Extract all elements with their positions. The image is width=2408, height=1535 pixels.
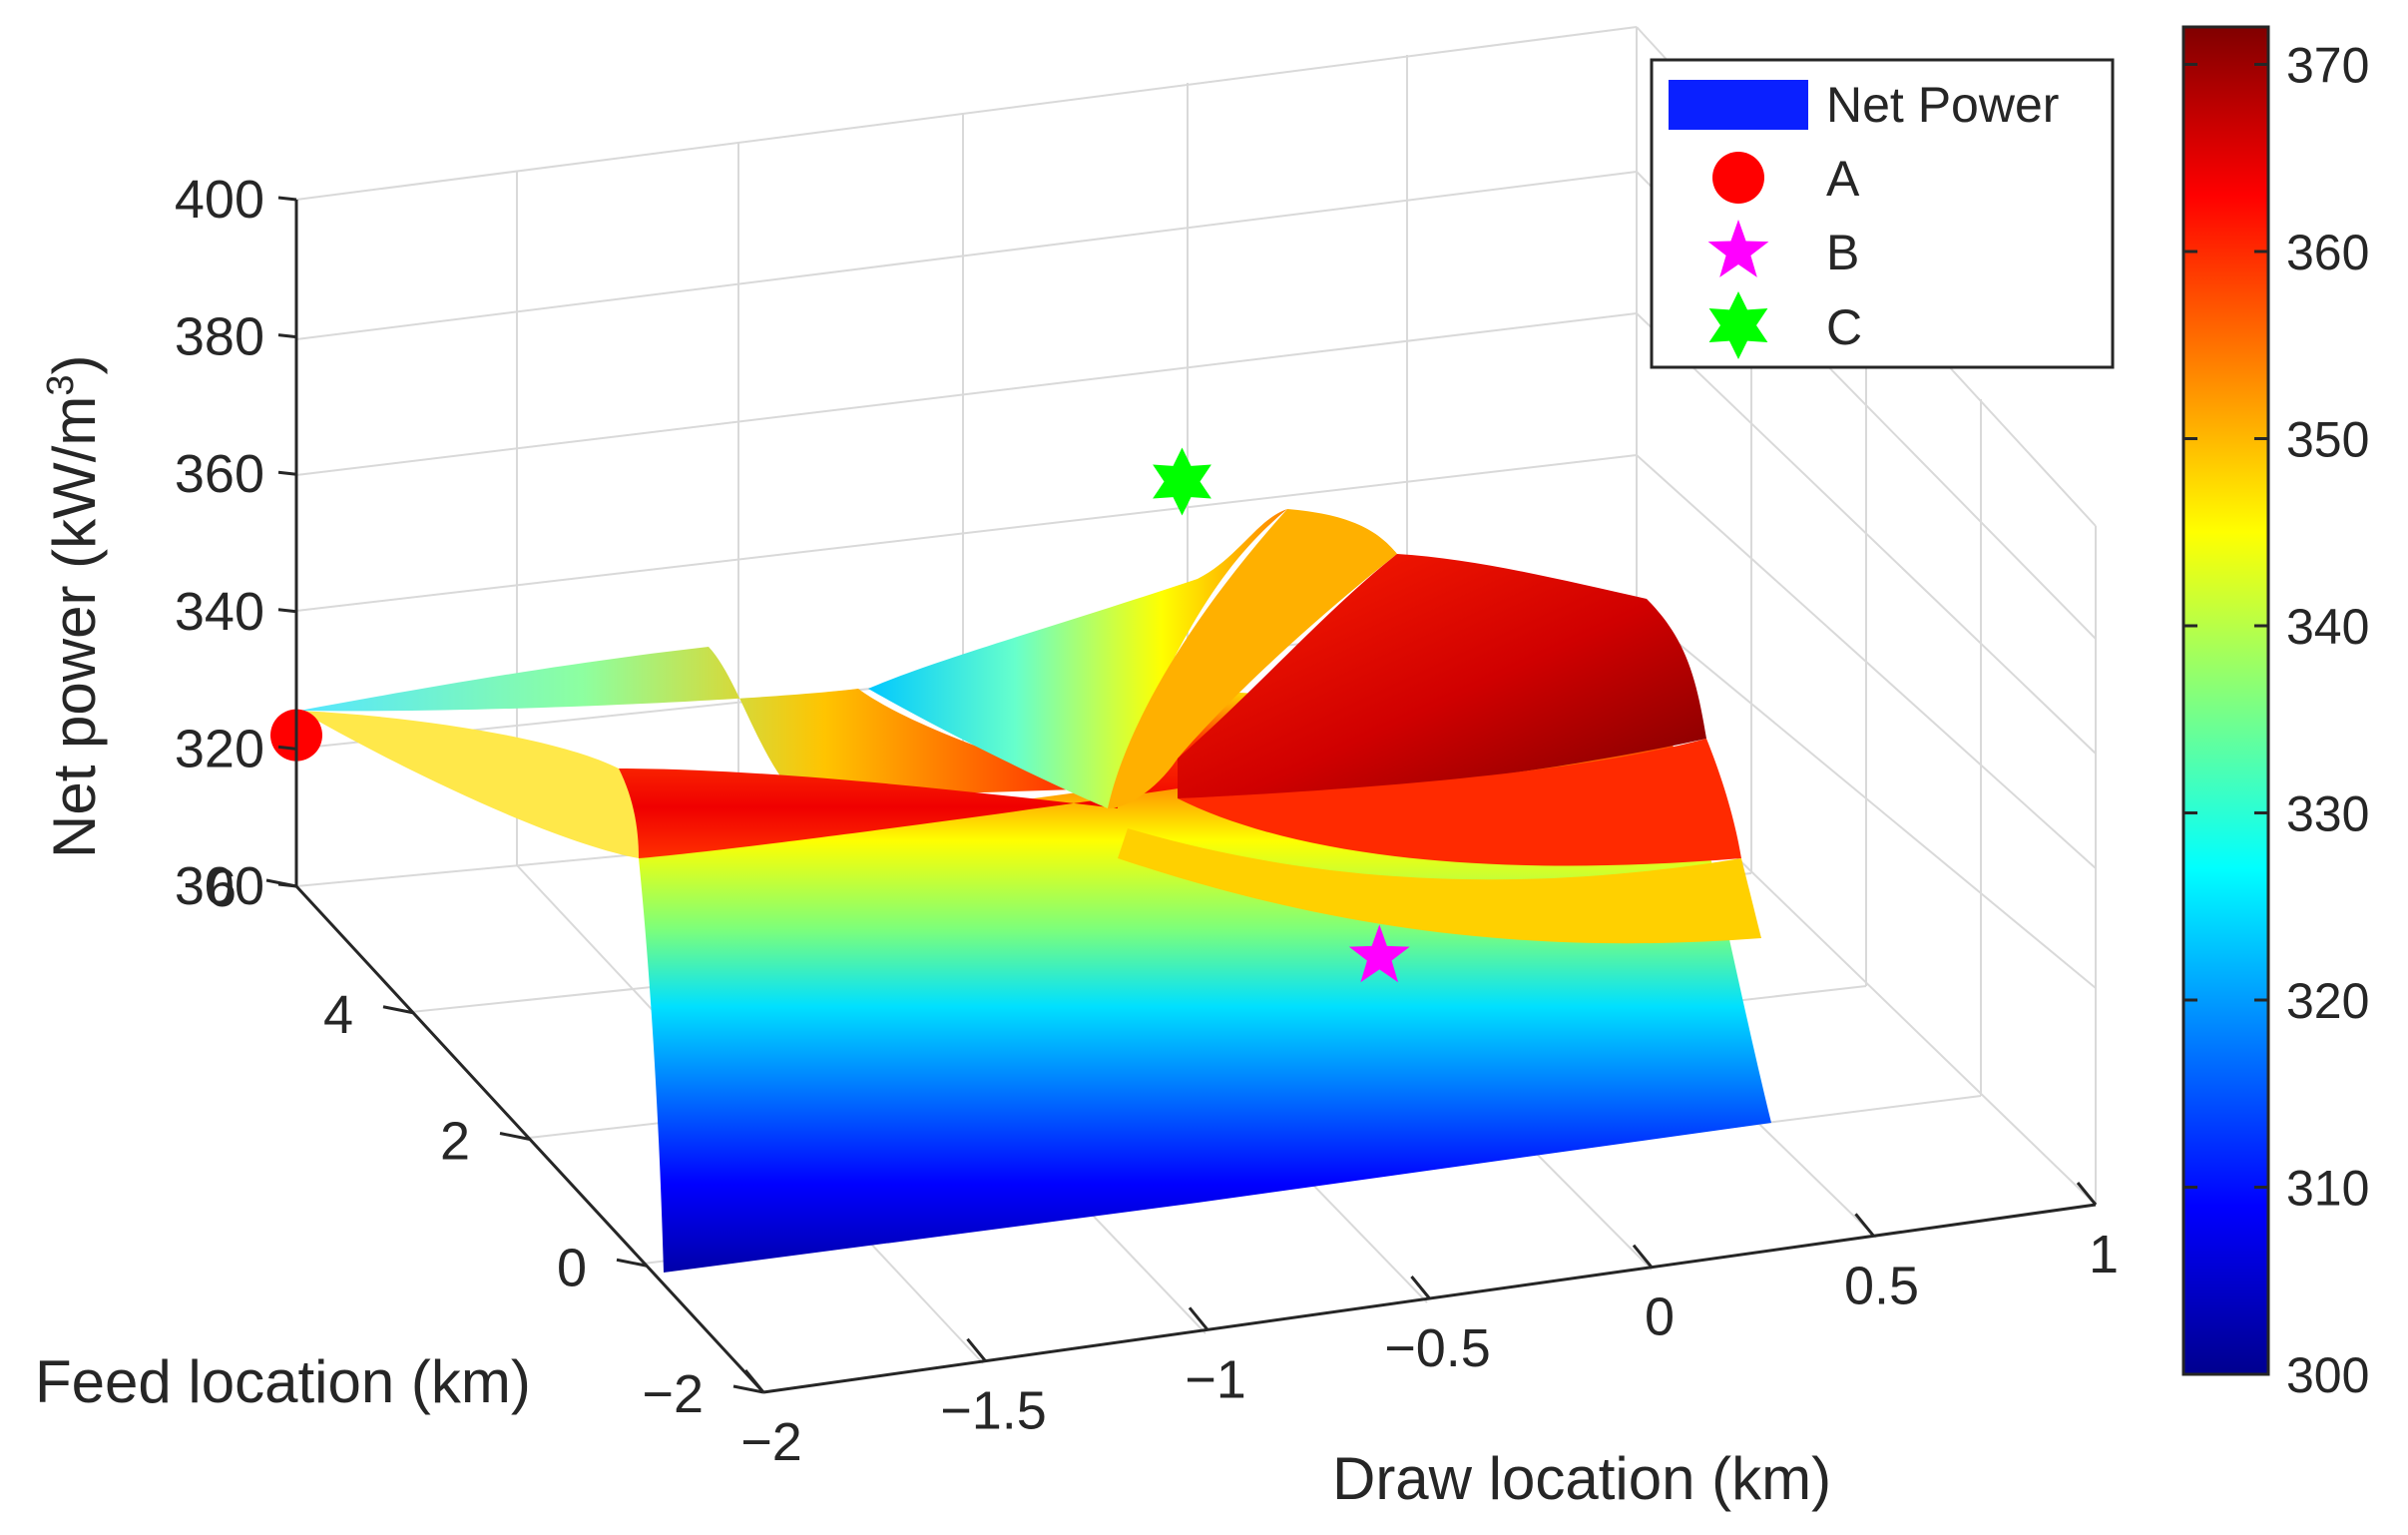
colorbar-tick-label: 330 <box>2286 786 2369 842</box>
colorbar-tick-label: 340 <box>2286 599 2369 655</box>
z-tick-mark <box>277 745 297 751</box>
x-tick-label: −0.5 <box>1384 1318 1491 1378</box>
y-tick-label: 2 <box>440 1112 470 1172</box>
z-tick-mark <box>277 470 297 476</box>
legend: Net Power A B C <box>1650 58 2115 369</box>
z-axis-label-main: Net power (kW/m <box>41 396 108 858</box>
x-tick-mark <box>966 1337 987 1362</box>
net-power-surface <box>299 509 1771 1273</box>
z-tick-label: 400 <box>175 170 264 230</box>
colorbar-tick-label: 350 <box>2286 412 2369 468</box>
y-tick-mark <box>732 1384 764 1394</box>
colorbar-ticks: 300 310 320 330 340 350 360 370 <box>2183 38 2369 1403</box>
z-tick-mark <box>277 608 297 614</box>
colorbar-tick-label: 370 <box>2286 38 2369 94</box>
colorbar: 300 310 320 330 340 350 360 370 <box>2181 25 2369 1403</box>
y-axis-ticks: −2 0 2 4 6 <box>207 858 764 1424</box>
z-tick-mark <box>277 196 297 202</box>
colorbar-gradient <box>2181 25 2270 1376</box>
x-tick-mark <box>1632 1244 1654 1269</box>
z-axis-label-superscript: 3 <box>40 374 82 395</box>
x-tick-mark <box>2076 1182 2098 1206</box>
colorbar-tick-label: 320 <box>2286 973 2369 1029</box>
x-tick-mark <box>1410 1276 1431 1299</box>
x-axis-label: Draw location (km) <box>1332 1445 1831 1512</box>
y-tick-label: 6 <box>207 858 237 918</box>
y-tick-label: 0 <box>557 1238 587 1297</box>
colorbar-tick-label: 360 <box>2286 225 2369 280</box>
z-tick-label: 320 <box>175 719 264 778</box>
legend-swatch-net-power <box>1669 80 1808 130</box>
x-tick-label: −2 <box>740 1412 802 1472</box>
y-tick-mark <box>499 1132 531 1141</box>
legend-marker-a <box>1712 152 1764 204</box>
y-tick-mark <box>616 1258 648 1268</box>
legend-marker-b <box>1707 220 1769 277</box>
x-tick-mark <box>1854 1213 1875 1238</box>
colorbar-tick-label: 300 <box>2286 1347 2369 1403</box>
point-b-marker <box>1348 924 1410 983</box>
colorbar-tick-label: 310 <box>2286 1161 2369 1217</box>
legend-marker-c <box>1708 291 1768 359</box>
x-tick-mark <box>1188 1306 1209 1331</box>
y-tick-mark <box>382 1005 414 1015</box>
y-tick-label: 4 <box>323 985 353 1045</box>
legend-label-a: A <box>1826 151 1860 207</box>
x-tick-label: 0.5 <box>1844 1256 1919 1315</box>
z-tick-label: 300 <box>175 856 264 916</box>
x-tick-label: −1 <box>1185 1349 1246 1409</box>
x-tick-label: 1 <box>2089 1225 2119 1284</box>
y-tick-mark <box>265 878 297 888</box>
x-tick-mark <box>743 1369 765 1393</box>
x-axis-ticks: −2 −1.5 −1 −0.5 0 0.5 1 <box>740 1182 2119 1472</box>
x-tick-label: −1.5 <box>940 1381 1047 1441</box>
z-axis-label: Net power (kW/m3) <box>40 354 108 858</box>
legend-label-net-power: Net Power <box>1826 77 2059 133</box>
z-tick-label: 340 <box>175 582 264 642</box>
z-axis-ticks: 300 320 340 360 380 400 <box>175 170 297 916</box>
legend-label-c: C <box>1826 299 1862 355</box>
y-axis-label: Feed location (km) <box>35 1348 531 1415</box>
z-tick-mark <box>277 333 297 339</box>
x-tick-label: 0 <box>1645 1287 1675 1347</box>
point-c-marker <box>1153 447 1211 516</box>
y-tick-label: −2 <box>642 1364 704 1424</box>
z-tick-label: 380 <box>175 307 264 367</box>
z-axis-label-suffix: ) <box>41 354 108 374</box>
legend-label-b: B <box>1826 225 1859 280</box>
z-tick-label: 360 <box>175 444 264 504</box>
